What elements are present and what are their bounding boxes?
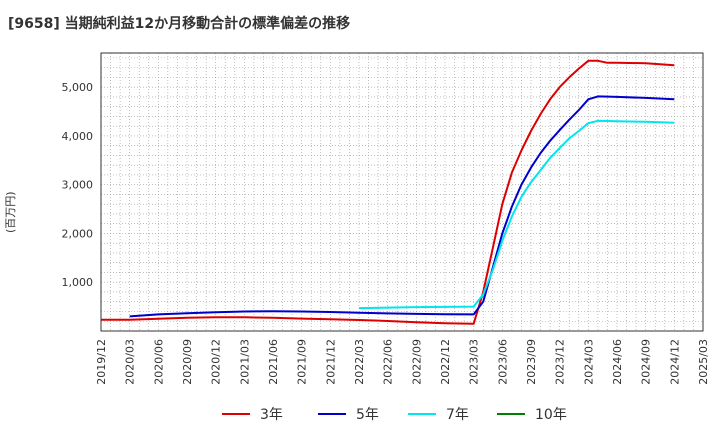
y-tick-label: 4,000 (62, 130, 94, 143)
x-tick-label: 2022/12 (439, 339, 452, 385)
x-tick-label: 2022/06 (382, 339, 395, 385)
x-tick-label: 2024/03 (582, 339, 595, 385)
legend-swatch (497, 413, 525, 415)
x-tick-label: 2021/09 (296, 339, 309, 385)
gridlines (101, 53, 703, 331)
plot-frame (100, 52, 704, 332)
x-tick-label: 2021/12 (324, 339, 337, 385)
legend-swatch (318, 413, 346, 415)
legend-item: 7年 (408, 404, 469, 424)
x-ticks: 2019/12 2020/03 2020/06 2020/09 2020/12 2021/… (95, 339, 710, 385)
x-tick-label: 2024/12 (668, 339, 681, 385)
series-line-7年 (358, 119, 675, 310)
legend-label: 5年 (356, 407, 379, 423)
x-tick-label: 2024/09 (640, 339, 653, 385)
x-tick-label: 2021/03 (238, 339, 251, 385)
x-tick-label: 2020/12 (210, 339, 223, 385)
legend-swatch (408, 413, 436, 415)
x-tick-label: 2020/09 (181, 339, 194, 385)
y-tick-label: 5,000 (62, 81, 94, 94)
chart-title: [9658] 当期純利益12か月移動合計の標準偏差の推移 (8, 16, 351, 32)
series-line-5年 (129, 95, 675, 318)
series-line-3年 (101, 59, 675, 325)
legend-swatch (222, 413, 250, 415)
x-tick-label: 2019/12 (95, 339, 108, 385)
x-tick-label: 2022/03 (353, 339, 366, 385)
x-tick-label: 2020/03 (124, 339, 137, 385)
x-tick-label: 2023/06 (496, 339, 509, 385)
legend-item: 3年 (222, 404, 283, 424)
y-tick-label: 3,000 (62, 179, 94, 192)
x-tick-label: 2024/06 (611, 339, 624, 385)
x-tick-label: 2023/03 (468, 339, 481, 385)
x-tick-label: 2023/09 (525, 339, 538, 385)
legend: 3年 5年 7年 10年 (0, 404, 720, 428)
legend-label: 7年 (446, 407, 469, 423)
x-tick-label: 2021/06 (267, 339, 280, 385)
legend-item: 10年 (497, 404, 567, 424)
x-tick-label: 2025/03 (697, 339, 710, 385)
legend-item: 5年 (318, 404, 379, 424)
legend-label: 3年 (260, 407, 283, 423)
y-tick-label: 2,000 (62, 227, 94, 240)
y-tick-label: 1,000 (62, 276, 94, 289)
x-tick-label: 2020/06 (152, 339, 165, 385)
x-tick-label: 2022/09 (410, 339, 423, 385)
y-ticks: 1,000 2,000 3,000 4,000 5,000 (62, 81, 94, 289)
series-lines (101, 59, 675, 325)
legend-label: 10年 (535, 407, 567, 423)
x-tick-label: 2023/12 (554, 339, 567, 385)
